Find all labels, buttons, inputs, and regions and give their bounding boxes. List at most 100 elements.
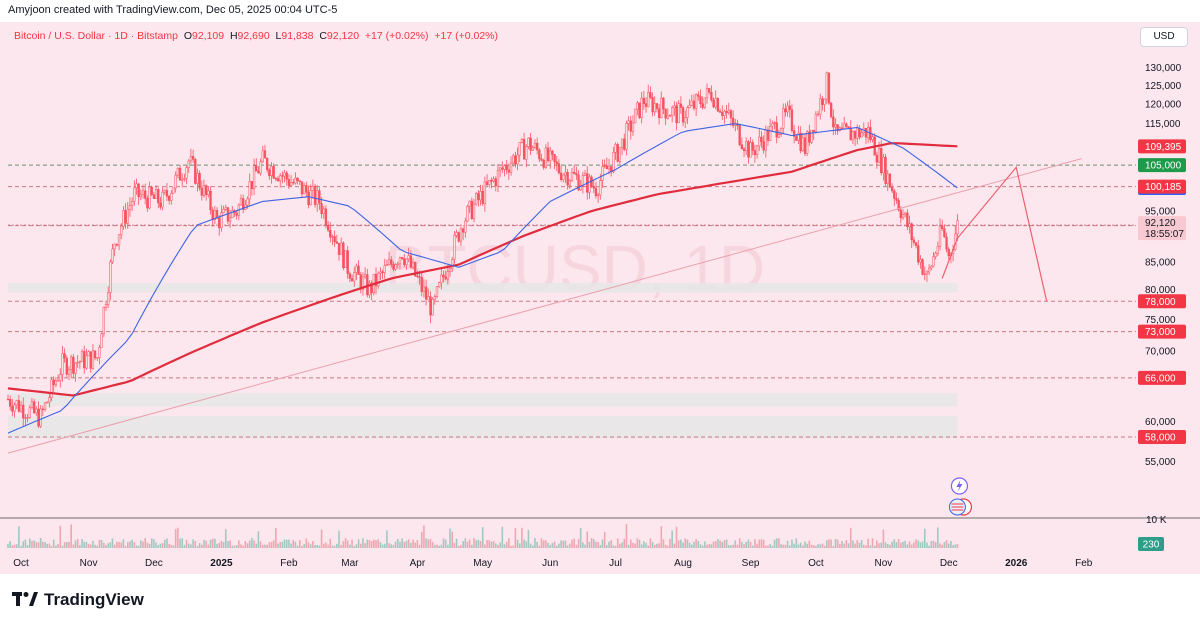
- candle-body: [745, 141, 748, 152]
- candle-body: [130, 201, 134, 206]
- volume-bar: [832, 545, 835, 548]
- volume-bar: [52, 539, 55, 548]
- volume-bar: [889, 544, 891, 548]
- candle-body: [189, 156, 193, 162]
- currency-button[interactable]: USD: [1140, 27, 1188, 47]
- volume-bar: [573, 538, 575, 548]
- volume-bar: [174, 528, 177, 548]
- x-axis-label: May: [473, 558, 492, 569]
- candle: [207, 185, 210, 198]
- volume-bar: [754, 539, 756, 548]
- volume-bar: [338, 530, 340, 548]
- volume-bar: [449, 528, 451, 548]
- volume-bar: [18, 526, 20, 548]
- candle: [821, 95, 824, 111]
- volume-bar: [569, 543, 571, 548]
- volume-bar: [55, 545, 57, 548]
- candle: [150, 185, 153, 197]
- volume-bar: [444, 539, 447, 548]
- candle-body: [790, 109, 794, 131]
- volume-bar: [690, 544, 693, 548]
- candle-body: [268, 169, 271, 177]
- candle-body: [374, 273, 378, 287]
- volume-bar: [614, 545, 617, 548]
- candle: [827, 72, 831, 105]
- candle-body: [760, 136, 763, 142]
- candle-body: [710, 91, 713, 101]
- volume-bar: [852, 540, 854, 548]
- volume-bar: [828, 539, 830, 548]
- volume-bar: [416, 540, 419, 548]
- candle: [387, 251, 391, 266]
- candle-body: [300, 181, 304, 195]
- candle-body: [135, 183, 138, 189]
- volume-bar: [133, 542, 136, 548]
- volume-bar: [795, 538, 798, 548]
- candle: [383, 258, 386, 279]
- candle: [760, 131, 763, 149]
- volume-bar: [7, 543, 9, 548]
- candle-body: [893, 190, 896, 199]
- candle-body: [849, 127, 852, 141]
- candle-body: [228, 217, 232, 222]
- candle-body: [636, 102, 639, 110]
- volume-bar: [893, 539, 896, 548]
- candle: [63, 348, 66, 363]
- candle: [712, 97, 715, 109]
- candle: [668, 113, 672, 117]
- volume-bar: [353, 545, 356, 548]
- candle-body: [729, 110, 733, 119]
- candle-body: [847, 126, 850, 128]
- chart-area[interactable]: [0, 22, 1200, 574]
- candle-body: [405, 258, 408, 265]
- chart-legend: Bitcoin / U.S. Dollar · 1D · Bitstamp O9…: [14, 30, 498, 42]
- candle-body: [501, 167, 504, 170]
- volume-bar: [771, 545, 774, 548]
- candle: [901, 209, 905, 220]
- volume-bar: [471, 544, 473, 548]
- candle: [747, 139, 750, 164]
- candle: [930, 265, 933, 271]
- candle: [675, 101, 678, 131]
- candle: [483, 176, 487, 212]
- candle: [884, 153, 887, 187]
- symbol-label[interactable]: Bitcoin / U.S. Dollar · 1D · Bitstamp: [14, 30, 178, 42]
- candle-body: [834, 124, 837, 128]
- candle: [261, 145, 264, 163]
- volume-bar: [179, 538, 181, 548]
- volume-bar: [629, 539, 632, 548]
- volume-bar: [915, 539, 917, 548]
- volume-bar: [636, 538, 639, 548]
- candle: [871, 133, 874, 143]
- volume-bar: [314, 544, 316, 548]
- candle: [259, 158, 262, 176]
- candle-body: [890, 187, 894, 192]
- volume-bar: [344, 538, 347, 548]
- volume-bar: [464, 538, 467, 548]
- candle-body: [85, 355, 88, 369]
- ma200-line: [7, 142, 958, 397]
- volume-bar: [192, 539, 194, 548]
- volume-bar: [815, 545, 817, 548]
- volume-bar: [619, 543, 621, 548]
- candle: [13, 402, 16, 418]
- volume-bar: [880, 542, 883, 548]
- volume-bar: [503, 544, 506, 548]
- volume-bar: [765, 545, 767, 548]
- volume-bar: [270, 542, 273, 548]
- volume-bar: [806, 543, 808, 548]
- candle: [381, 269, 384, 280]
- volume-bar: [839, 543, 841, 548]
- candle-body: [30, 401, 34, 408]
- volume-bar: [305, 538, 308, 548]
- high-value: 92,690: [237, 30, 270, 42]
- candle: [845, 122, 848, 129]
- tradingview-logo[interactable]: TradingView: [12, 590, 144, 610]
- candle-body: [498, 167, 502, 171]
- candle: [596, 192, 600, 203]
- candle-body: [431, 298, 434, 316]
- candle-body: [566, 172, 569, 186]
- candle: [424, 279, 428, 306]
- y-axis-label: 80,000: [1145, 285, 1176, 296]
